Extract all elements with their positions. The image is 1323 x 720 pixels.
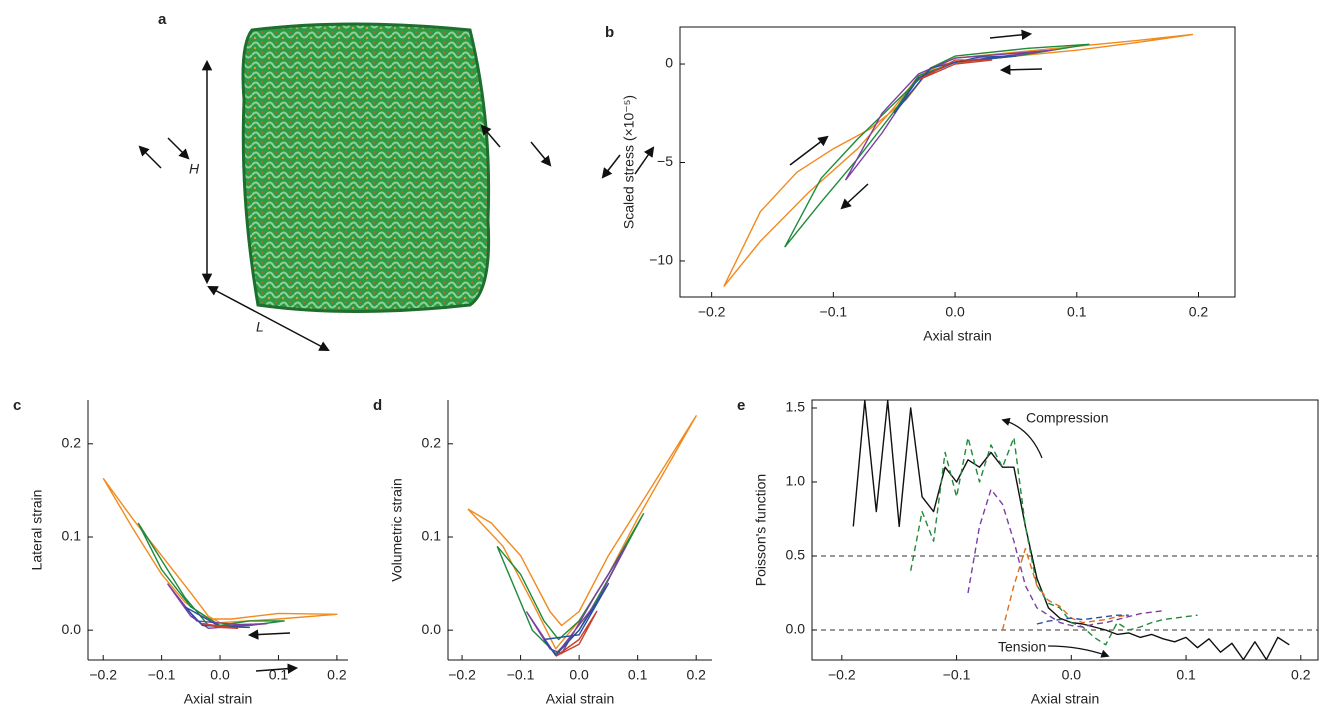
series-line: [967, 488, 1164, 628]
plot-frame: [811, 399, 1319, 661]
x-tick-label: 0.2: [1189, 304, 1209, 320]
x-tick-label: −0.1: [507, 667, 535, 683]
y-tick-label: −5: [657, 153, 673, 169]
series-line: [918, 59, 993, 81]
direction-arrow: [167, 137, 190, 160]
series-line: [784, 43, 1090, 248]
y-tick-label: −10: [649, 252, 673, 268]
direction-arrow: [789, 135, 829, 166]
direction-arrow: [999, 64, 1043, 76]
y-tick-label: 0.5: [786, 547, 806, 563]
x-tick-label: 0.0: [945, 304, 965, 320]
length-arrow: [207, 286, 330, 351]
direction-arrow: [989, 29, 1033, 41]
x-axis-label: Axial strain: [923, 328, 991, 344]
x-tick-label: 0.1: [1067, 304, 1087, 320]
y-tick-label: 0.2: [62, 435, 82, 451]
fiber-block: [241, 22, 491, 313]
y-tick-label: 0.0: [786, 621, 806, 637]
direction-arrow: [634, 146, 655, 175]
panel-label: e: [737, 397, 745, 414]
x-tick-label: 0.1: [269, 667, 289, 683]
x-tick-label: −0.2: [698, 304, 726, 320]
annotation: Tension: [998, 639, 1046, 655]
direction-arrow: [138, 145, 162, 169]
series-line: [184, 606, 250, 629]
x-tick-label: 0.2: [686, 667, 706, 683]
series-line: [166, 583, 268, 629]
series-line: [893, 55, 1017, 114]
y-tick-label: 0.0: [422, 621, 442, 637]
y-axis-label: Lateral strain: [29, 490, 45, 571]
x-tick-label: −0.1: [148, 667, 176, 683]
x-tick-label: −0.2: [89, 667, 117, 683]
x-tick-label: 0.0: [1062, 667, 1082, 683]
x-axis-label: Axial strain: [1031, 691, 1099, 707]
direction-arrow: [255, 663, 299, 674]
plot-frame: [679, 26, 1236, 298]
y-tick-label: 1.0: [786, 473, 806, 489]
direction-arrow: [247, 629, 291, 640]
direction-arrow: [530, 141, 552, 167]
panel-label: b: [605, 24, 614, 41]
y-axis-label: Poisson's function: [753, 474, 769, 586]
x-tick-label: −0.2: [448, 667, 476, 683]
annotation-arrow: [1001, 417, 1043, 459]
x-axis-label: Axial strain: [546, 691, 614, 707]
panel-label: d: [373, 397, 382, 414]
series-line: [137, 522, 285, 627]
series-line: [723, 33, 1194, 288]
x-tick-label: −0.1: [820, 304, 848, 320]
series-line: [102, 477, 338, 624]
y-axis-label: Scaled stress (×10⁻⁵): [621, 95, 637, 229]
direction-arrow: [601, 154, 621, 179]
y-tick-label: 0.1: [422, 528, 442, 544]
series-line: [202, 623, 239, 629]
x-tick-label: 0.2: [327, 667, 347, 683]
height-label: H: [189, 161, 200, 177]
x-tick-label: 0.2: [1291, 667, 1311, 683]
series-line: [555, 610, 598, 657]
x-tick-label: −0.2: [828, 667, 856, 683]
y-tick-label: 1.5: [786, 399, 806, 415]
x-tick-label: −0.1: [943, 667, 971, 683]
y-tick-label: 0.1: [62, 528, 82, 544]
series-line: [1001, 547, 1129, 631]
series-line: [1036, 614, 1129, 625]
x-tick-label: 0.0: [569, 667, 589, 683]
series-line: [910, 436, 1198, 646]
series-line: [467, 415, 697, 650]
y-tick-label: 0.2: [422, 435, 442, 451]
direction-arrow: [480, 124, 501, 148]
direction-arrow: [840, 183, 869, 210]
annotation: Compression: [1026, 410, 1108, 426]
x-tick-label: 0.1: [628, 667, 648, 683]
x-tick-label: 0.1: [1176, 667, 1196, 683]
y-tick-label: 0: [665, 55, 673, 71]
x-axis-label: Axial strain: [184, 691, 252, 707]
panel-label: c: [13, 397, 21, 414]
length-label: L: [256, 319, 264, 335]
series-line: [543, 582, 610, 656]
y-tick-label: 0.0: [62, 621, 82, 637]
panel-label: a: [158, 11, 167, 28]
x-tick-label: 0.0: [210, 667, 230, 683]
y-axis-label: Volumetric strain: [389, 478, 405, 581]
annotation-arrow: [1047, 645, 1110, 658]
